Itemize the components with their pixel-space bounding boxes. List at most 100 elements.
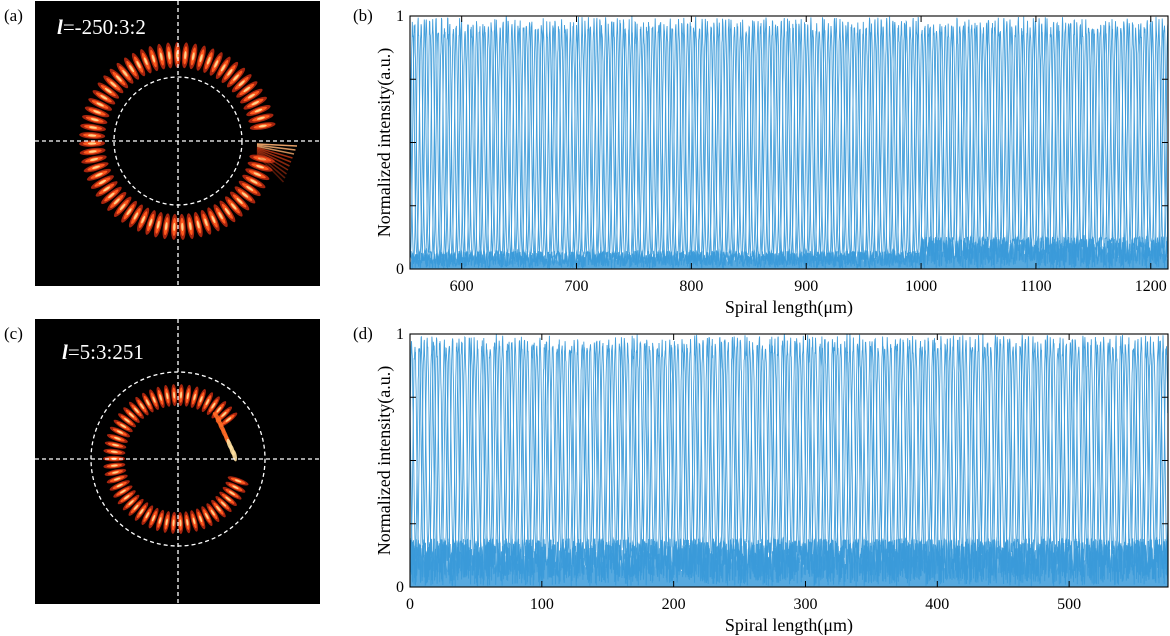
ring-petal: [122, 494, 140, 511]
plot-area: [410, 16, 1168, 269]
ring-petal: [113, 485, 133, 498]
tail-streak: [256, 146, 293, 159]
x-tick-label: 0: [406, 596, 414, 613]
reference-circle-a: [113, 76, 243, 206]
ring-petal: [170, 511, 177, 534]
ring-petal: [128, 498, 144, 516]
ring-petal: [211, 499, 226, 518]
ring-petal: [134, 502, 149, 521]
tail-streak: [256, 149, 290, 167]
intensity-trace: [410, 16, 1168, 269]
ring-petal: [106, 474, 128, 484]
ring-petal: [200, 209, 212, 235]
ring-petal: [109, 480, 130, 491]
x-tick-label: 1100: [1020, 278, 1051, 295]
y-axis-label: Normalized intensity(a.u.): [374, 48, 395, 237]
ring-petal: [95, 181, 118, 197]
ring-petal: [201, 392, 214, 413]
ring-petal: [193, 211, 203, 238]
ring-petal: [124, 57, 140, 80]
ring-petal: [81, 155, 107, 164]
ring-petal: [79, 132, 106, 139]
panel-c-tag: (c): [4, 324, 23, 343]
ring-petal: [196, 389, 206, 410]
ring-petal: [109, 426, 130, 438]
x-tick-label: 1000: [905, 278, 937, 295]
ring-tail-a: [256, 143, 298, 183]
ring-petal: [201, 506, 213, 526]
tail-streak: [256, 152, 286, 179]
ring-petal: [79, 140, 106, 147]
ring-petal: [207, 207, 220, 232]
intensity-chart-b: 600 700 800 900 1000 1100 1200 0 1 Spiral length(…: [374, 8, 1169, 318]
ring-petal: [142, 392, 154, 413]
ring-petal: [84, 106, 110, 118]
ring-petal: [248, 113, 274, 123]
ring-tail-c: [212, 412, 237, 462]
tail-streak: [256, 145, 295, 155]
ring-petal: [148, 46, 159, 72]
ring-petal: [137, 207, 150, 232]
ring-petal: [171, 384, 178, 407]
ring-petal: [113, 419, 133, 433]
topological-charge-label-a: l=-250:3:2: [57, 15, 146, 39]
petal-ring-a: [79, 42, 276, 240]
ring-petal: [148, 507, 159, 529]
ring-petal: [128, 204, 143, 228]
ring-petal: [101, 186, 122, 205]
ring-petal: [224, 196, 243, 217]
ring-petal: [129, 401, 144, 419]
ring-petal: [163, 385, 171, 407]
ring-petal: [195, 508, 206, 530]
topological-charge-label-c: l=5:3:251: [62, 340, 144, 364]
x-tick-label: 400: [925, 596, 949, 613]
ring-petal: [206, 503, 220, 523]
ring-petal: [222, 486, 242, 500]
y-tick-label: 0: [396, 579, 404, 596]
ring-petal: [103, 462, 126, 469]
tail-streak: [256, 143, 298, 147]
ring-petal: [79, 147, 106, 156]
ring-petal: [104, 441, 127, 449]
beam-profile-a: l=-250:3:2: [35, 1, 320, 286]
plot-area: [410, 334, 1168, 587]
panel-d-tag: (d): [353, 324, 373, 343]
ring-petal: [141, 505, 154, 525]
ring-petal: [156, 386, 165, 409]
ring-petal: [238, 180, 261, 197]
ring-petal: [242, 174, 266, 189]
intensity-trace: [410, 16, 1168, 269]
ring-petal: [219, 200, 236, 223]
tail-streak: [256, 151, 287, 175]
ring-petal: [155, 509, 165, 532]
ring-petal: [203, 48, 215, 73]
x-tick-label: 300: [793, 596, 817, 613]
ring-petal: [246, 105, 271, 117]
y-tick-label: 1: [396, 326, 404, 343]
panel-a-tag: (a): [4, 6, 23, 25]
ring-petal: [104, 468, 127, 476]
ring-petal: [190, 510, 198, 532]
ring-petal: [145, 210, 156, 235]
panel-b-tag: (b): [353, 6, 373, 25]
x-axis-label: Spiral length(μm): [725, 615, 853, 636]
ring-petal: [245, 168, 270, 181]
intensity-trace: [410, 334, 1168, 587]
ring-petal: [149, 389, 159, 410]
ring-petal: [213, 204, 228, 228]
ring-petal: [117, 490, 136, 505]
tail-streak: [256, 150, 289, 171]
ring-petal: [206, 396, 220, 415]
ring-petal: [121, 200, 137, 223]
x-tick-label: 600: [450, 278, 474, 295]
petal-ring-c: [103, 384, 249, 534]
ring-petal: [131, 52, 146, 77]
ring-petal: [226, 67, 246, 88]
reference-circle-c: [90, 371, 266, 547]
panel-c: (c) l=5:3:251: [0, 318, 330, 618]
ring-petal: [123, 407, 140, 423]
y-tick-label: 0: [396, 261, 404, 278]
ring-petal: [106, 434, 128, 443]
ring-petal: [153, 212, 163, 238]
x-tick-label: 1200: [1135, 278, 1167, 295]
